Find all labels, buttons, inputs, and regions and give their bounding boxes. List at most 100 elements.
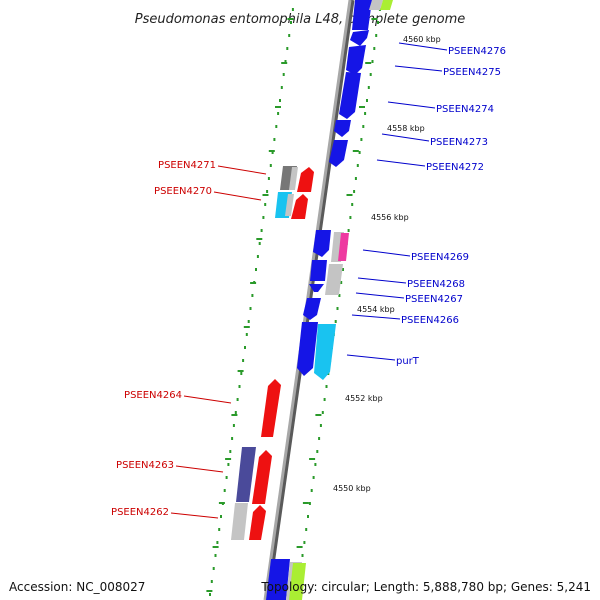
gene-label-right[interactable]: PSEEN4269 bbox=[411, 252, 469, 263]
track-dot bbox=[354, 177, 357, 180]
track-dot bbox=[234, 411, 237, 414]
gene-label-right[interactable]: PSEEN4273 bbox=[430, 137, 488, 148]
track-dot bbox=[277, 112, 280, 115]
track-dot bbox=[262, 216, 265, 219]
gene-label-right[interactable]: PSEEN4274 bbox=[436, 104, 494, 115]
gene-arrow-pseen4269[interactable] bbox=[313, 230, 331, 257]
gene-arrow-pseen4262-red[interactable] bbox=[249, 505, 266, 540]
gene-label-left[interactable]: PSEEN4270 bbox=[154, 186, 212, 197]
gene-label-right[interactable]: PSEEN4276 bbox=[448, 46, 506, 57]
gene-label-right[interactable]: PSEEN4275 bbox=[443, 67, 501, 78]
minor-tick bbox=[231, 414, 238, 416]
accession-label: Accession: NC_008027 bbox=[9, 580, 146, 594]
gene-labels-right: PSEEN4276 PSEEN4275 PSEEN4274 PSEEN4273 … bbox=[346, 42, 506, 367]
track-dot bbox=[255, 268, 257, 271]
gene-block-pseen4262[interactable] bbox=[231, 503, 248, 540]
gene-block-pseen4263[interactable] bbox=[236, 447, 256, 502]
track-dot bbox=[209, 593, 211, 596]
position-scale: 4560 kbp 4558 kbp 4556 kbp 4554 kbp 4552… bbox=[333, 35, 441, 493]
track-dot bbox=[218, 528, 221, 531]
gene-arrow-pseen4275[interactable] bbox=[346, 45, 366, 75]
track-dot bbox=[318, 437, 321, 440]
position-label: 4556 kbp bbox=[371, 213, 409, 222]
minor-tick bbox=[250, 282, 257, 284]
gene-arrow-pseen4270-red[interactable] bbox=[291, 194, 308, 219]
track-dot bbox=[334, 320, 337, 323]
track-dot bbox=[310, 489, 313, 492]
track-dot bbox=[256, 255, 259, 258]
track-dot bbox=[360, 138, 363, 141]
gene-label-right[interactable]: PSEEN4268 bbox=[407, 279, 465, 290]
gene-label-left[interactable]: PSEEN4264 bbox=[124, 390, 182, 401]
track-dot bbox=[342, 268, 344, 271]
gene-arrow-pseen4272[interactable] bbox=[329, 140, 348, 167]
track-dot bbox=[307, 515, 309, 518]
leader-line bbox=[355, 292, 405, 299]
track-dot bbox=[240, 372, 243, 375]
minor-tick bbox=[346, 194, 353, 196]
track-dot bbox=[373, 47, 376, 50]
track-dot bbox=[340, 281, 343, 284]
gene-arrow-pseen4267[interactable] bbox=[309, 284, 324, 292]
gene-label-right[interactable]: purT bbox=[396, 356, 420, 367]
gene-block-lime-top[interactable] bbox=[380, 0, 393, 10]
minor-tick bbox=[296, 546, 303, 548]
track-dot bbox=[216, 541, 219, 544]
track-dot bbox=[358, 151, 361, 154]
gene-arrow-pseen4263-red[interactable] bbox=[252, 450, 272, 504]
leader-line bbox=[357, 277, 407, 284]
gene-label-right[interactable]: PSEEN4266 bbox=[401, 315, 459, 326]
track-dot bbox=[305, 528, 308, 531]
track-dot bbox=[377, 21, 379, 24]
minor-tick bbox=[359, 106, 365, 108]
track-dot bbox=[273, 138, 276, 141]
minor-tick bbox=[256, 238, 263, 240]
leader-line bbox=[183, 395, 232, 404]
track-dot bbox=[231, 437, 234, 440]
track-dot bbox=[282, 73, 285, 76]
gene-label-left[interactable]: PSEEN4262 bbox=[111, 507, 169, 518]
leader-line bbox=[381, 133, 430, 142]
track-dot bbox=[260, 229, 263, 232]
gene-arrow-pseen4271-red[interactable] bbox=[297, 167, 314, 192]
gene-label-left[interactable]: PSEEN4263 bbox=[116, 460, 174, 471]
gene-arrow-pseen4266[interactable] bbox=[303, 298, 321, 320]
track-dot bbox=[325, 385, 328, 388]
gene-arrow-pseen4276[interactable] bbox=[350, 30, 369, 46]
gene-arrow-pseen4268[interactable] bbox=[310, 260, 327, 281]
gene-label-right[interactable]: PSEEN4267 bbox=[405, 294, 463, 305]
minor-tick bbox=[225, 458, 232, 460]
minor-tick bbox=[281, 62, 288, 64]
gene-block-pseen4268-gray[interactable] bbox=[325, 264, 343, 295]
gene-arrow-pseen4273[interactable] bbox=[334, 120, 351, 137]
track-dot bbox=[338, 294, 341, 297]
gene-arrow-bottom-blue[interactable] bbox=[266, 559, 290, 600]
track-dot bbox=[229, 450, 232, 453]
gene-block-bottom-lime[interactable] bbox=[289, 563, 306, 600]
position-label: 4554 kbp bbox=[357, 305, 395, 314]
gene-block-pseen4270-gray[interactable] bbox=[285, 194, 294, 216]
gene-arrow-purt-cyan[interactable] bbox=[314, 324, 336, 380]
minor-tick bbox=[206, 590, 213, 592]
gene-arrow-purt-blue[interactable] bbox=[297, 322, 318, 376]
gene-arrow-partial-top[interactable] bbox=[352, 0, 372, 30]
track-dot bbox=[264, 203, 267, 206]
minor-tick bbox=[237, 370, 244, 372]
gene-features-left bbox=[231, 166, 314, 540]
gene-arrow-pseen4264[interactable] bbox=[261, 379, 281, 437]
track-dot bbox=[303, 541, 306, 544]
minor-tick bbox=[287, 18, 294, 20]
track-dot bbox=[351, 203, 354, 206]
gene-block-pseen4271-gray[interactable] bbox=[289, 167, 298, 190]
gene-block-pseen4269-pink[interactable] bbox=[338, 233, 349, 261]
leader-line bbox=[351, 314, 401, 320]
gene-label-left[interactable]: PSEEN4271 bbox=[158, 160, 216, 171]
track-dot bbox=[369, 73, 372, 76]
track-dot bbox=[319, 424, 322, 427]
gene-arrow-pseen4274[interactable] bbox=[339, 72, 361, 119]
leader-line bbox=[213, 191, 262, 201]
track-dot bbox=[362, 125, 365, 128]
gene-label-right[interactable]: PSEEN4272 bbox=[426, 162, 484, 173]
gene-block-gray-top[interactable] bbox=[369, 0, 383, 10]
